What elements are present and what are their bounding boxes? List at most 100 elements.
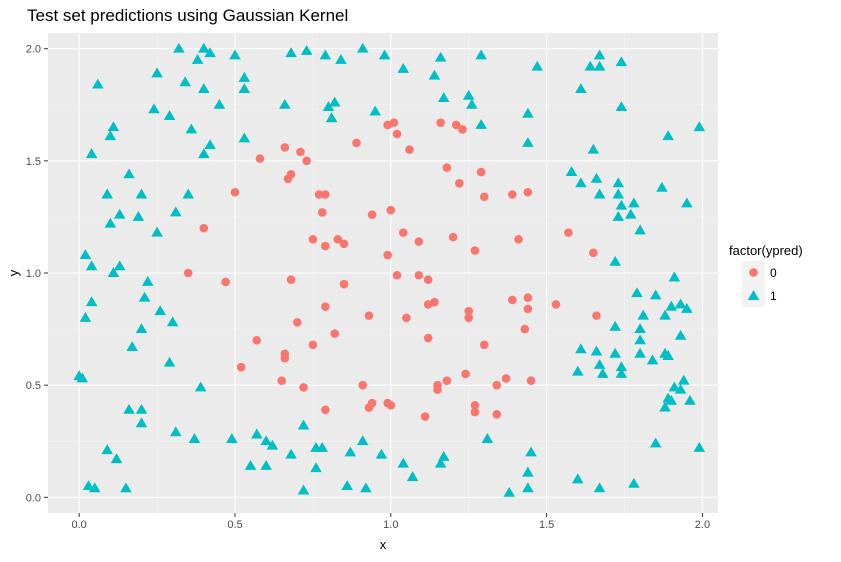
point-class-1 <box>466 98 478 109</box>
point-class-0 <box>386 401 396 410</box>
legend-marker-1 <box>747 290 760 300</box>
point-class-1 <box>637 309 649 320</box>
point-class-1 <box>169 206 182 217</box>
point-class-0 <box>414 270 424 280</box>
point-class-1 <box>198 148 210 159</box>
point-class-0 <box>423 275 433 285</box>
x-tick-label: 0.5 <box>227 519 242 531</box>
point-class-0 <box>236 362 246 372</box>
point-class-1 <box>179 76 191 87</box>
point-class-1 <box>85 260 98 271</box>
axis-ticks: 0.0 0.5 1.0 1.5 2.0 0.0 0.5 1.0 1.5 2.0 <box>26 44 710 531</box>
point-class-0 <box>308 235 318 244</box>
point-class-0 <box>442 376 452 385</box>
point-class-0 <box>526 376 536 385</box>
point-class-1 <box>631 287 643 298</box>
point-class-1 <box>615 101 628 111</box>
point-class-0 <box>389 118 399 128</box>
point-class-0 <box>589 248 598 258</box>
point-class-1 <box>322 101 335 111</box>
point-class-0 <box>383 250 392 260</box>
point-class-1 <box>123 168 135 179</box>
point-class-1 <box>138 291 151 302</box>
point-class-1 <box>593 49 606 60</box>
point-class-1 <box>693 442 706 452</box>
point-class-1 <box>113 260 126 271</box>
point-class-0 <box>464 306 473 316</box>
point-class-0 <box>293 318 302 327</box>
point-class-1 <box>681 197 693 208</box>
y-tick-label: 1.5 <box>26 156 41 168</box>
point-class-1 <box>107 267 120 277</box>
point-class-1 <box>406 471 419 482</box>
point-class-0 <box>364 311 374 320</box>
point-class-1 <box>76 372 89 383</box>
point-class-0 <box>280 143 290 152</box>
point-class-0 <box>461 369 470 379</box>
point-class-0 <box>321 405 330 415</box>
point-class-1 <box>571 365 584 376</box>
point-class-1 <box>123 403 135 414</box>
point-class-1 <box>316 442 329 452</box>
point-class-1 <box>428 69 441 80</box>
point-class-1 <box>151 226 163 237</box>
point-class-0 <box>479 192 489 202</box>
point-class-0 <box>299 383 308 392</box>
point-class-1 <box>434 51 447 62</box>
point-class-0 <box>508 295 517 305</box>
point-class-1 <box>593 60 606 71</box>
point-class-1 <box>659 309 671 320</box>
y-axis-title: y <box>6 269 21 276</box>
point-class-1 <box>344 446 357 457</box>
point-class-1 <box>649 289 662 300</box>
point-class-1 <box>285 448 297 459</box>
point-class-1 <box>437 92 450 103</box>
major-grid <box>48 33 718 513</box>
point-class-0 <box>423 333 433 343</box>
point-class-1 <box>634 347 646 358</box>
point-class-1 <box>85 296 98 307</box>
point-class-0 <box>367 398 377 408</box>
point-class-1 <box>319 49 332 60</box>
point-class-1 <box>615 199 628 210</box>
point-class-1 <box>575 177 587 188</box>
point-class-1 <box>360 482 372 493</box>
point-class-1 <box>135 323 148 334</box>
point-class-0 <box>321 302 330 311</box>
point-class-0 <box>321 190 330 199</box>
point-class-0 <box>230 187 240 197</box>
point-class-0 <box>464 313 473 323</box>
point-class-1 <box>135 417 148 428</box>
point-class-1 <box>475 49 487 60</box>
point-class-1 <box>575 83 587 94</box>
point-class-0 <box>423 300 433 309</box>
point-class-1 <box>141 276 154 286</box>
point-class-0 <box>551 300 561 309</box>
point-class-0 <box>523 187 533 197</box>
point-class-1 <box>126 341 138 351</box>
point-class-1 <box>182 188 195 199</box>
point-class-1 <box>397 62 410 73</box>
point-class-1 <box>110 453 123 464</box>
point-class-1 <box>88 482 101 493</box>
point-class-0 <box>451 120 461 130</box>
point-class-1 <box>590 345 603 356</box>
point-class-0 <box>470 401 480 410</box>
point-class-0 <box>302 156 311 166</box>
point-class-0 <box>592 311 601 320</box>
point-class-0 <box>352 138 361 148</box>
point-class-0 <box>277 376 287 385</box>
point-class-1 <box>674 298 687 309</box>
point-class-1 <box>101 188 113 199</box>
point-class-1 <box>251 428 263 439</box>
point-class-1 <box>120 482 132 493</box>
point-class-0 <box>492 380 502 390</box>
point-class-0 <box>286 170 296 179</box>
legend: factor(ypred) 0 1 <box>729 243 803 307</box>
point-class-1 <box>584 60 597 71</box>
point-class-1 <box>615 361 628 372</box>
point-class-0 <box>358 380 368 390</box>
point-class-0 <box>433 380 442 390</box>
point-class-1 <box>628 197 640 208</box>
